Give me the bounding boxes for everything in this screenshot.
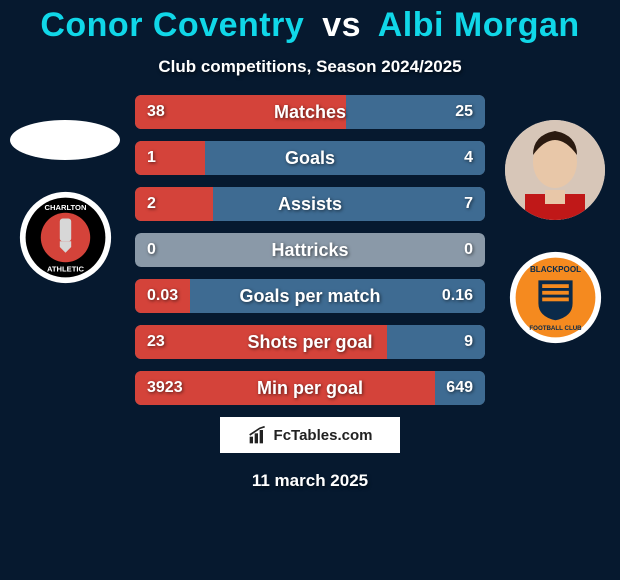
stat-label: Min per goal: [135, 371, 485, 405]
svg-text:CHARLTON: CHARLTON: [44, 203, 86, 212]
stat-label: Goals: [135, 141, 485, 175]
player1-avatar: [10, 120, 120, 160]
blackpool-badge-icon: BLACKPOOL FOOTBALL CLUB: [508, 250, 603, 345]
svg-text:ATHLETIC: ATHLETIC: [47, 265, 84, 274]
stat-bar: 239Shots per goal: [135, 325, 485, 359]
bar-chart-icon: [248, 425, 268, 445]
comparison-card: Conor Coventry vs Albi Morgan Club compe…: [0, 0, 620, 580]
stat-bar: 27Assists: [135, 187, 485, 221]
svg-text:FOOTBALL CLUB: FOOTBALL CLUB: [529, 325, 582, 332]
stat-bar: 3825Matches: [135, 95, 485, 129]
person-icon: [505, 120, 605, 220]
stat-label: Matches: [135, 95, 485, 129]
watermark: FcTables.com: [220, 417, 400, 453]
subtitle: Club competitions, Season 2024/2025: [0, 57, 620, 77]
svg-text:BLACKPOOL: BLACKPOOL: [529, 265, 580, 274]
stat-label: Shots per goal: [135, 325, 485, 359]
title-vs: vs: [322, 6, 361, 44]
title-player-1: Conor Coventry: [40, 6, 304, 44]
title: Conor Coventry vs Albi Morgan: [0, 6, 620, 45]
stat-bar: 00Hattricks: [135, 233, 485, 267]
stat-bars: 3825Matches 14Goals 27Assists 00Hattricks 0.…: [135, 95, 485, 405]
left-column: CHARLTON ATHLETIC: [10, 120, 120, 285]
stat-label: Goals per match: [135, 279, 485, 313]
date: 11 march 2025: [0, 471, 620, 491]
player2-club-badge: BLACKPOOL FOOTBALL CLUB: [508, 250, 603, 345]
stat-label: Assists: [135, 187, 485, 221]
stat-label: Hattricks: [135, 233, 485, 267]
player1-club-badge: CHARLTON ATHLETIC: [18, 190, 113, 285]
charlton-badge-icon: CHARLTON ATHLETIC: [18, 190, 113, 285]
right-column: BLACKPOOL FOOTBALL CLUB: [500, 120, 610, 345]
watermark-text: FcTables.com: [274, 427, 373, 444]
player2-avatar: [505, 120, 605, 220]
title-player-2: Albi Morgan: [378, 6, 580, 44]
stat-bar: 0.030.16Goals per match: [135, 279, 485, 313]
stat-bar: 3923649Min per goal: [135, 371, 485, 405]
stat-bar: 14Goals: [135, 141, 485, 175]
